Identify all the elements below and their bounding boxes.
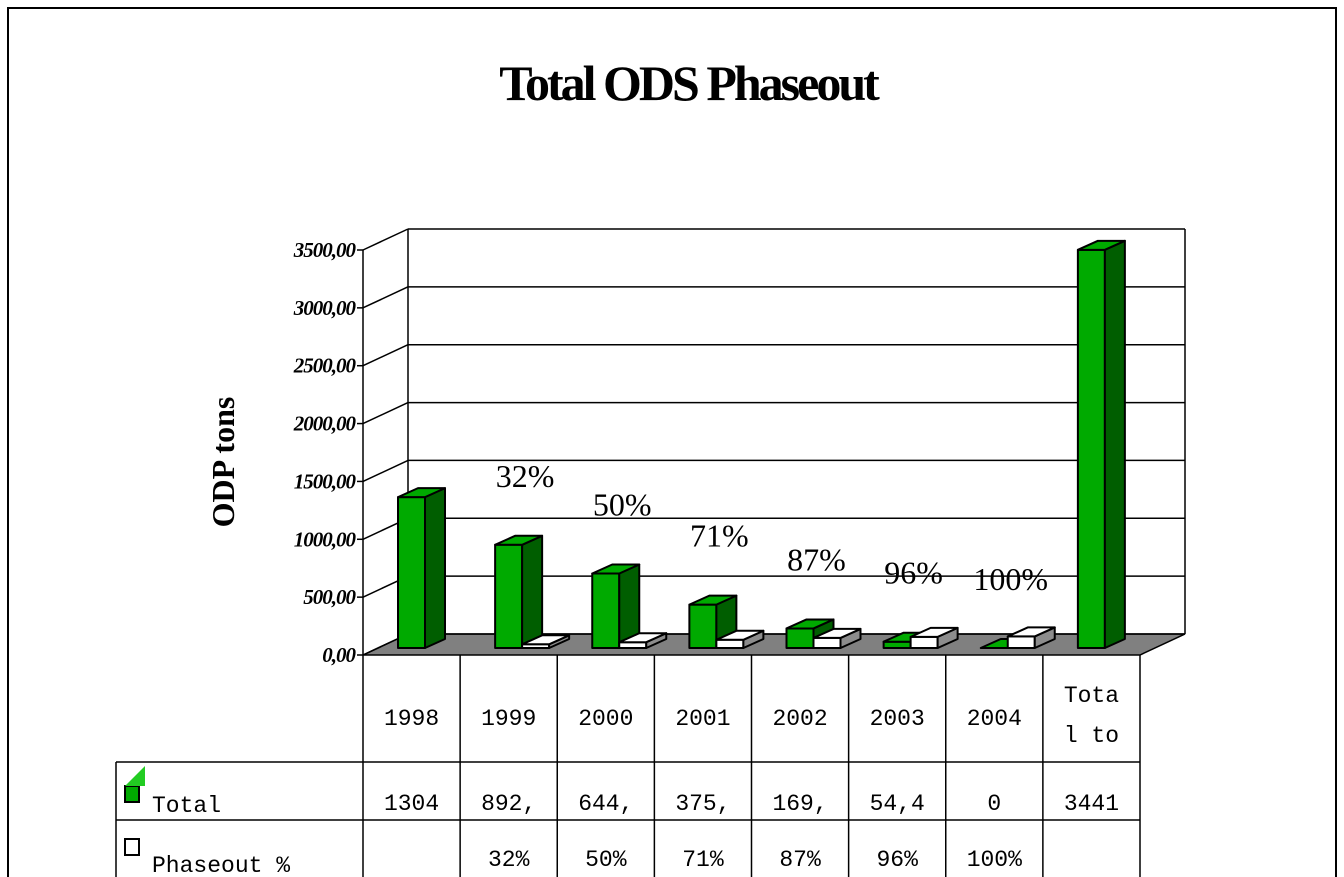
bar-top xyxy=(909,626,959,638)
bar-top xyxy=(1076,239,1126,251)
grid-line xyxy=(362,286,409,309)
floor xyxy=(362,633,1186,656)
x-tick-label: 2003 xyxy=(870,706,925,732)
legend-swatch xyxy=(124,785,140,803)
bar-front xyxy=(688,603,718,649)
y-tick-label: 1500,00 xyxy=(294,469,357,493)
y-tick-label: 500,00 xyxy=(303,585,356,609)
bar-top xyxy=(1006,626,1056,638)
y-tick-label: 1000,00 xyxy=(294,527,357,551)
bar-side xyxy=(1103,239,1126,649)
bar-front xyxy=(909,635,939,649)
table-cell: 32% xyxy=(488,847,530,873)
table-cell: 1304 xyxy=(384,791,439,817)
y-tick-label: 3500,00 xyxy=(293,238,357,262)
bar-top xyxy=(521,634,571,646)
data-label: 32% xyxy=(496,458,555,494)
data-label: 87% xyxy=(787,541,846,577)
bar-top xyxy=(688,594,738,606)
table-cell: 3441 xyxy=(1064,791,1119,817)
x-tick-label: 2000 xyxy=(578,706,633,732)
grid-line xyxy=(362,401,409,425)
data-label: 50% xyxy=(593,486,652,522)
x-tick-label: 2001 xyxy=(675,706,730,732)
legend-swatch xyxy=(124,838,140,856)
bar-front xyxy=(1076,248,1106,649)
x-tick-label: 2002 xyxy=(772,706,827,732)
y-axis-label: ODP tons xyxy=(205,397,241,528)
bar-front xyxy=(812,636,842,650)
legend-label: Phaseout % xyxy=(152,853,290,877)
table-cell: 54,4 xyxy=(870,791,925,817)
grid-line xyxy=(362,228,409,251)
y-tick-label: 0,00 xyxy=(322,643,356,667)
bar-front xyxy=(591,572,621,649)
legend-swatch-accent xyxy=(125,766,145,786)
bar-side xyxy=(521,534,544,649)
x-tick-label: 1999 xyxy=(481,706,536,732)
bar-top xyxy=(591,563,641,575)
data-label: 71% xyxy=(690,518,749,554)
table-cell: 96% xyxy=(876,847,918,873)
legend-label: Total xyxy=(152,793,221,819)
table-cell: 0 xyxy=(987,791,1001,817)
bar-top xyxy=(618,632,668,644)
table-cell: 71% xyxy=(682,847,724,873)
bar-top xyxy=(812,627,862,639)
bar-front xyxy=(397,496,426,650)
table-cell: 87% xyxy=(779,847,821,873)
data-label: 100% xyxy=(973,561,1048,597)
x-tick-label: 2004 xyxy=(967,706,1022,732)
bar-top xyxy=(494,534,544,546)
table-cell: 375, xyxy=(675,791,730,817)
bar-front xyxy=(715,638,745,650)
bar-top xyxy=(785,618,835,630)
y-tick-label: 2500,00 xyxy=(293,354,357,378)
bar-front xyxy=(1006,635,1036,650)
chart-title: Total ODS Phaseout xyxy=(499,55,880,111)
y-tick-label: 2000,00 xyxy=(293,412,357,436)
table-cell: 50% xyxy=(585,847,627,873)
table-cell: 892, xyxy=(481,791,536,817)
x-tick-label: 1998 xyxy=(384,706,439,732)
x-tick-label: Tota l to xyxy=(1064,683,1119,749)
bar-front xyxy=(785,627,815,649)
bar-top xyxy=(397,487,446,499)
bar-front xyxy=(494,543,524,649)
bar-top xyxy=(715,629,765,641)
data-label: 96% xyxy=(884,555,943,591)
y-tick-label: 3000,00 xyxy=(293,296,357,320)
table-cell: 644, xyxy=(578,791,633,817)
bar-side xyxy=(424,487,446,649)
table-cell: 169, xyxy=(772,791,827,817)
grid-line xyxy=(362,459,409,483)
table-cell: 100% xyxy=(967,847,1022,873)
grid-line xyxy=(362,344,409,367)
